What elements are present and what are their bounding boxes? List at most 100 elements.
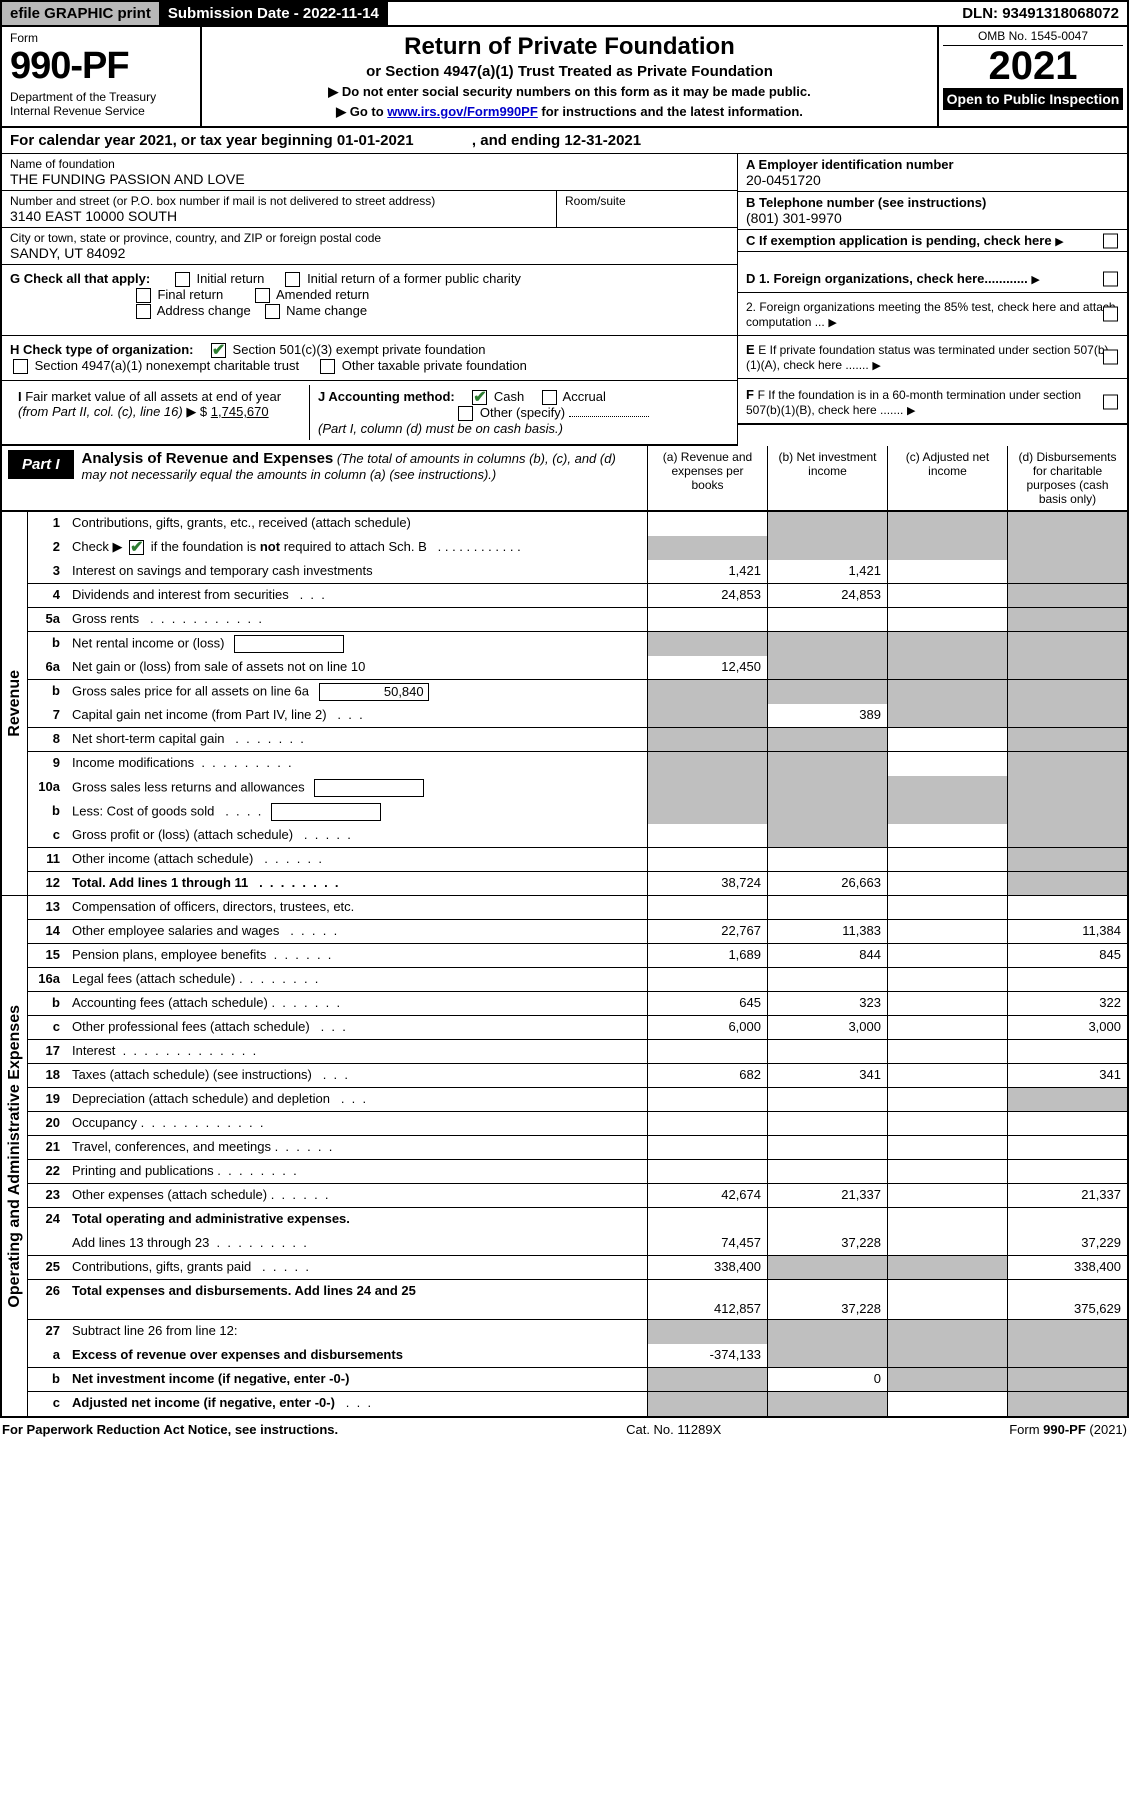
j-accrual-checkbox[interactable] [542,390,557,405]
l16c-b: 3,000 [767,1016,887,1039]
line-24b: Add lines 13 through 23 . . . . . . . . … [68,1232,647,1255]
line-9: Income modifications . . . . . . . . . [68,752,647,776]
calendar-year-row: For calendar year 2021, or tax year begi… [0,128,1129,154]
f-checkbox[interactable] [1103,395,1118,410]
line-16a: Legal fees (attach schedule) . . . . . .… [68,968,647,991]
d1-checkbox[interactable] [1103,271,1118,286]
line-5a: Gross rents . . . . . . . . . . . [68,608,647,631]
form-number-cell: Form 990-PF Department of the TreasuryIn… [2,27,202,126]
l12-b: 26,663 [767,872,887,895]
l16b-d: 322 [1007,992,1127,1015]
j-other-checkbox[interactable] [458,406,473,421]
c-checkbox[interactable] [1103,233,1118,248]
g-final-checkbox[interactable] [136,288,151,303]
g-o3: Final return [157,287,223,302]
ein-label: A Employer identification number [746,157,1119,172]
line-1: Contributions, gifts, grants, etc., rece… [68,512,647,536]
l25-a: 338,400 [647,1256,767,1279]
l16b-b: 323 [767,992,887,1015]
line-7: Capital gain net income (from Part IV, l… [68,704,647,727]
line-14: Other employee salaries and wages . . . … [68,920,647,943]
d1-row: D 1. Foreign organizations, check here..… [738,265,1127,293]
j-o2: Accrual [563,389,606,404]
l10b-box [271,803,381,821]
line-26: Total expenses and disbursements. Add li… [68,1280,647,1319]
e-section: E E If private foundation status was ter… [737,336,1127,381]
h-501c3-checkbox[interactable] [211,343,226,358]
l16c-a: 6,000 [647,1016,767,1039]
j-other-line [569,416,649,417]
form-url-link[interactable]: www.irs.gov/Form990PF [387,104,538,119]
l2-checkbox[interactable] [129,540,144,555]
form-title: Return of Private Foundation [206,33,933,61]
h-other-checkbox[interactable] [320,359,335,374]
l10a-box [314,779,424,797]
j-label: J Accounting method: [318,389,455,404]
h-e-section: H Check type of organization: Section 50… [0,336,1129,381]
g-name-checkbox[interactable] [265,304,280,319]
line-12: Total. Add lines 1 through 11 . . . . . … [68,872,647,895]
tel-value: (801) 301-9970 [746,210,1119,226]
line-16b: Accounting fees (attach schedule) . . . … [68,992,647,1015]
j-o1: Cash [494,389,524,404]
line-10c: Gross profit or (loss) (attach schedule)… [68,824,647,847]
instr-1: ▶ Do not enter social security numbers o… [206,84,933,100]
instr-2: ▶ Go to www.irs.gov/Form990PF for instru… [206,104,933,120]
address-row: Number and street (or P.O. box number if… [2,191,737,228]
f-section: F F If the foundation is in a 60-month t… [737,381,1127,446]
g-initial-former-checkbox[interactable] [285,272,300,287]
form-header: Form 990-PF Department of the TreasuryIn… [0,27,1129,128]
g-o2: Initial return of a former public charit… [307,271,521,286]
l2a: Check ▶ [72,539,122,554]
l23-a: 42,674 [647,1184,767,1207]
g-initial-checkbox[interactable] [175,272,190,287]
d2-checkbox[interactable] [1103,307,1118,322]
h-o3: Other taxable private foundation [342,358,527,373]
h-section: H Check type of organization: Section 50… [2,336,737,381]
l14-d: 11,384 [1007,920,1127,943]
l23-d: 21,337 [1007,1184,1127,1207]
l24-d: 37,229 [1007,1232,1127,1255]
e-row: E E If private foundation status was ter… [738,336,1127,379]
submission-date: Submission Date - 2022-11-14 [160,2,388,25]
street-cell: Number and street (or P.O. box number if… [2,191,557,228]
col-c-header: (c) Adjusted net income [887,446,1007,510]
line-15: Pension plans, employee benefits . . . .… [68,944,647,967]
l15-a: 1,689 [647,944,767,967]
d-section: D 1. Foreign organizations, check here..… [737,265,1127,336]
line-10a: Gross sales less returns and allowances [68,776,647,800]
e-label: E If private foundation status was termi… [746,343,1109,372]
d2-label: 2. Foreign organizations meeting the 85%… [746,300,1116,329]
line-27a: Excess of revenue over expenses and disb… [68,1344,647,1367]
l26-a: 412,857 [647,1280,767,1319]
part1-label: Part I [8,450,74,479]
part1-title: Analysis of Revenue and Expenses [82,450,334,467]
j-note: (Part I, column (d) must be on cash basi… [318,421,563,436]
g-d-section: G Check all that apply: Initial return I… [0,265,1129,336]
c-cell: C If exemption application is pending, c… [738,230,1127,252]
line-17: Interest . . . . . . . . . . . . . [68,1040,647,1063]
d1-label: D 1. Foreign organizations, check here..… [746,271,1028,286]
f-row: F F If the foundation is in a 60-month t… [738,381,1127,425]
expenses-side-label: Operating and Administrative Expenses [6,1005,24,1308]
addr-label: Number and street (or P.O. box number if… [10,194,548,208]
line-23: Other expenses (attach schedule) . . . .… [68,1184,647,1207]
tax-year: 2021 [943,46,1123,86]
l5b-box [234,635,344,653]
h-4947-checkbox[interactable] [13,359,28,374]
efile-badge: efile GRAPHIC print [2,2,160,25]
arrow-icon [1055,233,1063,248]
g-address-checkbox[interactable] [136,304,151,319]
arrow-icon [828,314,836,329]
l27a-a: -374,133 [647,1344,767,1367]
g-amended-checkbox[interactable] [255,288,270,303]
e-checkbox[interactable] [1103,350,1118,365]
col-a-header: (a) Revenue and expenses per books [647,446,767,510]
part1-header: Part I Analysis of Revenue and Expenses … [0,446,1129,512]
line-27c: Adjusted net income (if negative, enter … [68,1392,647,1416]
instr-2-pre: ▶ Go to [336,104,387,119]
cal-mid: , and ending [472,132,565,149]
l6b-box: 50,840 [319,683,429,701]
j-cash-checkbox[interactable] [472,390,487,405]
h-label: H Check type of organization: [10,342,193,357]
